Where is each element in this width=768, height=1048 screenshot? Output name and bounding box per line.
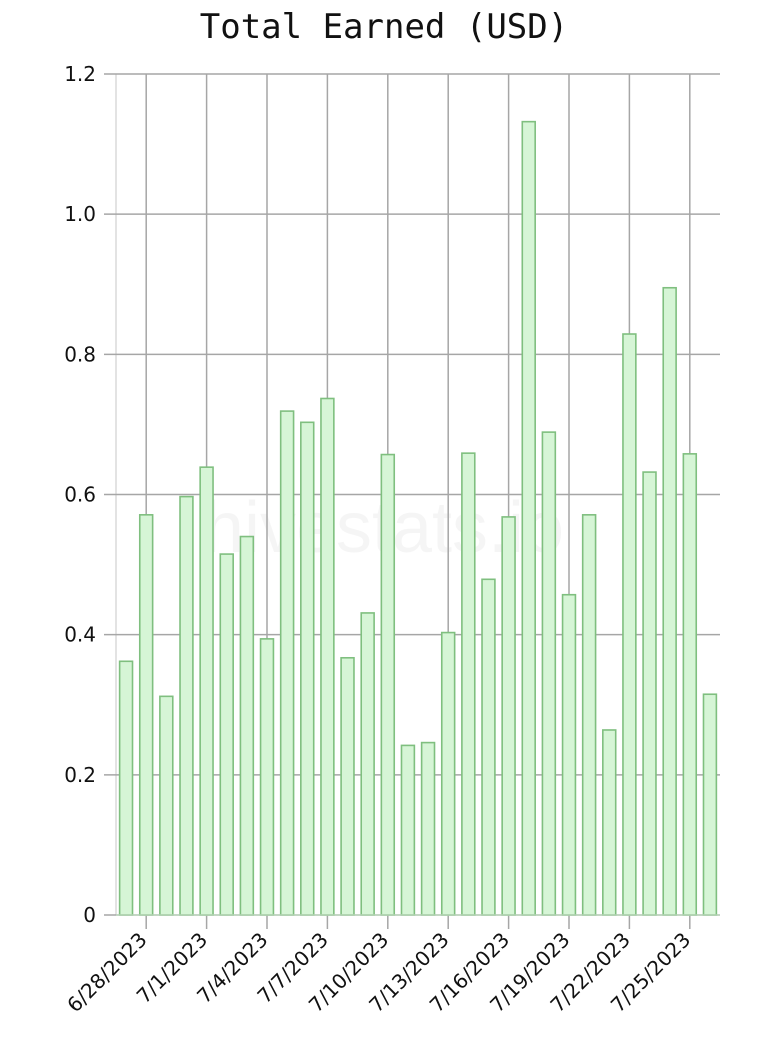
bar — [662, 286, 677, 916]
bar — [219, 553, 234, 916]
bar — [561, 593, 577, 916]
y-tick-label: 1.0 — [64, 202, 96, 226]
bar — [138, 514, 154, 916]
bar — [159, 695, 174, 916]
y-tick-label: 0.4 — [64, 623, 96, 647]
bar — [622, 333, 637, 916]
bar — [340, 656, 355, 916]
bar — [199, 466, 214, 916]
bar — [682, 453, 698, 916]
bar — [642, 471, 657, 916]
y-tick-label: 0 — [83, 903, 96, 927]
bar-layer — [118, 120, 718, 916]
chart-title: Total Earned (USD) — [200, 7, 568, 47]
bar — [320, 397, 335, 916]
bar — [481, 578, 496, 916]
bar — [239, 535, 255, 916]
bar — [461, 452, 476, 916]
y-tick-label: 0.6 — [64, 483, 96, 507]
bar — [380, 453, 396, 916]
y-tick-label: 0.2 — [64, 763, 96, 787]
bar — [400, 744, 416, 916]
bar — [521, 120, 536, 916]
bar — [360, 612, 375, 916]
bar — [259, 638, 275, 916]
bar — [501, 516, 516, 916]
bar — [300, 421, 315, 916]
y-tick-label: 0.8 — [64, 342, 96, 366]
bar — [541, 431, 557, 916]
bar — [602, 729, 617, 916]
bar — [440, 631, 456, 916]
bar — [581, 514, 597, 916]
bar — [279, 410, 295, 916]
x-tick-label: 6/28/2023 — [62, 928, 151, 1017]
bar — [702, 693, 718, 916]
bar — [420, 741, 436, 916]
y-tick-label: 1.2 — [64, 62, 96, 86]
bar — [118, 660, 134, 916]
bar — [179, 495, 194, 916]
